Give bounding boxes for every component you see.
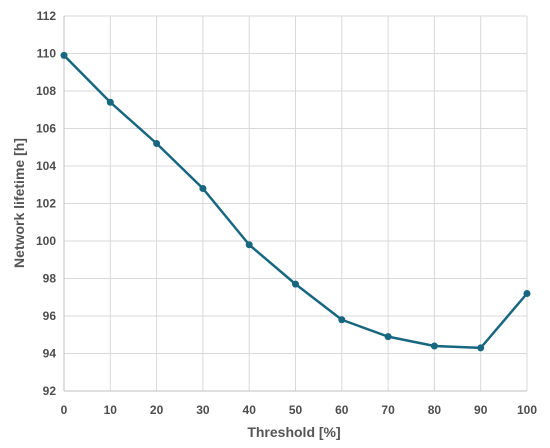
tick-label-layer: 92 94 96 98 100 102 104 106 108 110 112 0 10 20 30 40 50… <box>36 9 537 417</box>
data-point <box>106 98 114 106</box>
y-axis-title: Network lifetime [h] <box>11 138 27 268</box>
x-tick-label: 90 <box>474 403 488 417</box>
y-tick-label: 92 <box>43 384 57 398</box>
data-point <box>60 51 68 59</box>
data-point <box>153 140 161 147</box>
y-tick-label: 96 <box>43 309 57 323</box>
data-point <box>384 333 392 341</box>
y-tick-label: 98 <box>43 272 57 286</box>
x-tick-label: 100 <box>517 403 537 417</box>
data-point <box>338 316 346 324</box>
y-tick-label: 104 <box>36 159 56 173</box>
y-tick-label: 94 <box>43 347 57 361</box>
series-layer <box>60 51 531 352</box>
x-tick-label: 50 <box>289 403 303 417</box>
y-tick-label: 112 <box>37 9 57 23</box>
x-tick-label: 40 <box>243 403 257 417</box>
data-point <box>199 185 207 192</box>
y-tick-label: 106 <box>36 122 56 136</box>
y-tick-label: 102 <box>36 197 56 211</box>
x-tick-label: 80 <box>428 403 442 417</box>
data-point <box>430 342 438 350</box>
x-tick-label: 10 <box>104 403 118 417</box>
y-tick-label: 110 <box>37 47 57 61</box>
data-point <box>292 280 299 288</box>
x-tick-label: 70 <box>381 403 395 417</box>
data-point <box>477 344 485 352</box>
data-point <box>523 290 531 297</box>
data-point <box>245 241 253 249</box>
y-tick-label: 100 <box>36 234 56 248</box>
axis-layer <box>63 16 527 392</box>
x-tick-label: 30 <box>196 403 210 417</box>
x-tick-label: 0 <box>61 403 68 417</box>
y-tick-label: 108 <box>36 84 56 98</box>
grid-layer <box>64 15 528 391</box>
x-tick-label: 60 <box>335 403 349 417</box>
x-axis-title: Threshold [%] <box>247 424 340 440</box>
x-tick-label: 20 <box>150 403 164 417</box>
